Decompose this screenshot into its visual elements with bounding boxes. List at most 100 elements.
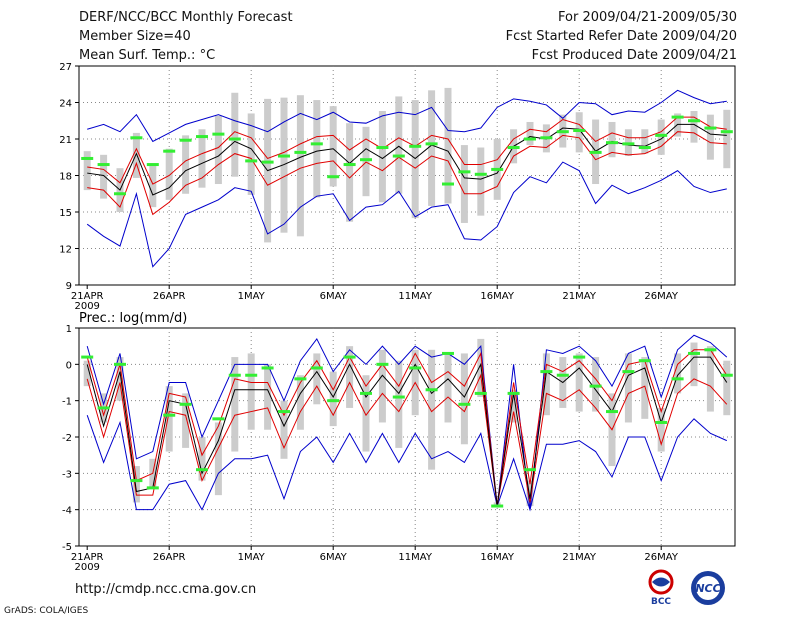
- ensemble-box: [132, 466, 140, 503]
- obs-marker: [343, 163, 356, 167]
- obs-marker: [392, 154, 405, 158]
- ensemble-box: [329, 371, 337, 427]
- ensemble-box: [378, 111, 386, 203]
- obs-marker: [638, 146, 651, 150]
- obs-marker: [606, 141, 618, 145]
- x-tick-label: 16MAY: [480, 552, 514, 563]
- ensemble-box: [542, 353, 550, 416]
- x-tick-label-line: 16MAY: [480, 291, 514, 302]
- fcst-started-date: Fcst Started Refer Date 2009/04/20: [505, 29, 737, 44]
- obs-marker: [261, 160, 274, 164]
- obs-marker: [327, 175, 340, 179]
- ensemble-box: [214, 422, 222, 496]
- ensemble-box: [706, 114, 714, 160]
- ensemble-box: [723, 360, 731, 416]
- obs-marker: [228, 137, 241, 141]
- obs-marker: [622, 142, 635, 146]
- obs-marker: [310, 142, 323, 146]
- x-tick-label-line: 21APR: [71, 552, 104, 563]
- obs-marker: [507, 146, 520, 150]
- ensemble-box: [83, 151, 91, 191]
- obs-marker: [114, 192, 126, 196]
- obs-marker: [163, 413, 176, 417]
- forecast-period: For 2009/04/21-2009/05/30: [558, 10, 737, 25]
- ensemble-box: [592, 357, 600, 412]
- ensemble-box: [149, 165, 157, 208]
- obs-marker: [622, 370, 635, 374]
- obs-marker: [671, 115, 684, 119]
- obs-marker: [294, 150, 307, 154]
- ensemble-box: [182, 135, 190, 194]
- x-tick-label: 11MAY: [398, 291, 432, 302]
- obs-marker: [671, 377, 684, 381]
- max-envelope-line: [86, 334, 728, 510]
- ensemble-box: [624, 353, 632, 423]
- obs-marker: [573, 355, 586, 359]
- ensemble-box: [641, 129, 649, 154]
- ensemble-box: [198, 437, 206, 481]
- obs-marker: [81, 355, 94, 359]
- obs-marker: [310, 366, 323, 370]
- ensemble-box: [526, 480, 534, 507]
- obs-marker: [524, 468, 536, 472]
- obs-marker: [130, 479, 143, 483]
- obs-marker: [360, 158, 372, 162]
- member-size: Member Size=40: [79, 29, 191, 44]
- obs-marker: [474, 172, 487, 176]
- bcc-logo-text: BCC: [651, 597, 671, 607]
- y-tick-label: 27: [59, 62, 72, 73]
- obs-marker: [163, 149, 176, 153]
- obs-marker: [524, 137, 536, 141]
- ensemble-box: [247, 353, 255, 430]
- obs-marker: [294, 377, 307, 381]
- upper-spread-line: [87, 116, 727, 185]
- y-tick-label: 12: [59, 245, 72, 256]
- x-tick-label: 6MAY: [320, 291, 348, 302]
- obs-marker: [409, 366, 422, 370]
- x-tick-label: 1MAY: [238, 552, 266, 563]
- ensemble-box: [395, 96, 403, 194]
- ensemble-box: [657, 119, 665, 155]
- obs-marker: [327, 399, 340, 403]
- ensemble-box: [100, 154, 108, 199]
- x-tick-label-line: 11MAY: [398, 291, 432, 302]
- fcst-produced-date: Fcst Produced Date 2009/04/21: [531, 48, 737, 63]
- obs-marker: [540, 136, 553, 140]
- obs-marker: [179, 402, 192, 406]
- x-tick-label: 6MAY: [320, 552, 348, 563]
- obs-marker: [392, 395, 405, 399]
- x-tick-label-line: 6MAY: [320, 291, 348, 302]
- ensemble-box: [346, 123, 354, 222]
- ensemble-box: [231, 92, 239, 177]
- ensemble-mean-line: [87, 123, 727, 196]
- obs-marker: [409, 144, 422, 148]
- obs-marker: [655, 420, 668, 424]
- x-tick-label: 21MAY: [562, 552, 596, 563]
- obs-marker: [376, 146, 389, 150]
- source-url[interactable]: http://cmdp.ncc.cma.gov.cn: [75, 582, 257, 597]
- y-tick-label: 1: [66, 324, 72, 335]
- ensemble-box: [510, 389, 518, 423]
- ensemble-box: [264, 364, 272, 430]
- obs-marker: [458, 170, 471, 174]
- obs-marker: [491, 504, 504, 508]
- x-tick-label-line: 2009: [74, 301, 99, 312]
- ncc-logo: NCC: [685, 569, 731, 607]
- obs-marker: [130, 136, 143, 140]
- ensemble-box: [477, 147, 485, 216]
- obs-marker: [97, 163, 110, 167]
- ensemble-box: [198, 129, 206, 188]
- obs-marker: [688, 119, 700, 123]
- obs-marker: [638, 359, 651, 363]
- x-tick-label: 26MAY: [644, 552, 678, 563]
- ensemble-box: [280, 400, 288, 459]
- obs-marker: [540, 370, 553, 374]
- x-tick-label-line: 21MAY: [562, 291, 596, 302]
- obs-marker: [704, 126, 717, 130]
- x-tick-label-line: 21MAY: [562, 552, 596, 563]
- ensemble-box: [346, 346, 354, 408]
- obs-marker: [212, 132, 225, 136]
- ensemble-box: [313, 100, 321, 198]
- obs-marker: [425, 388, 438, 392]
